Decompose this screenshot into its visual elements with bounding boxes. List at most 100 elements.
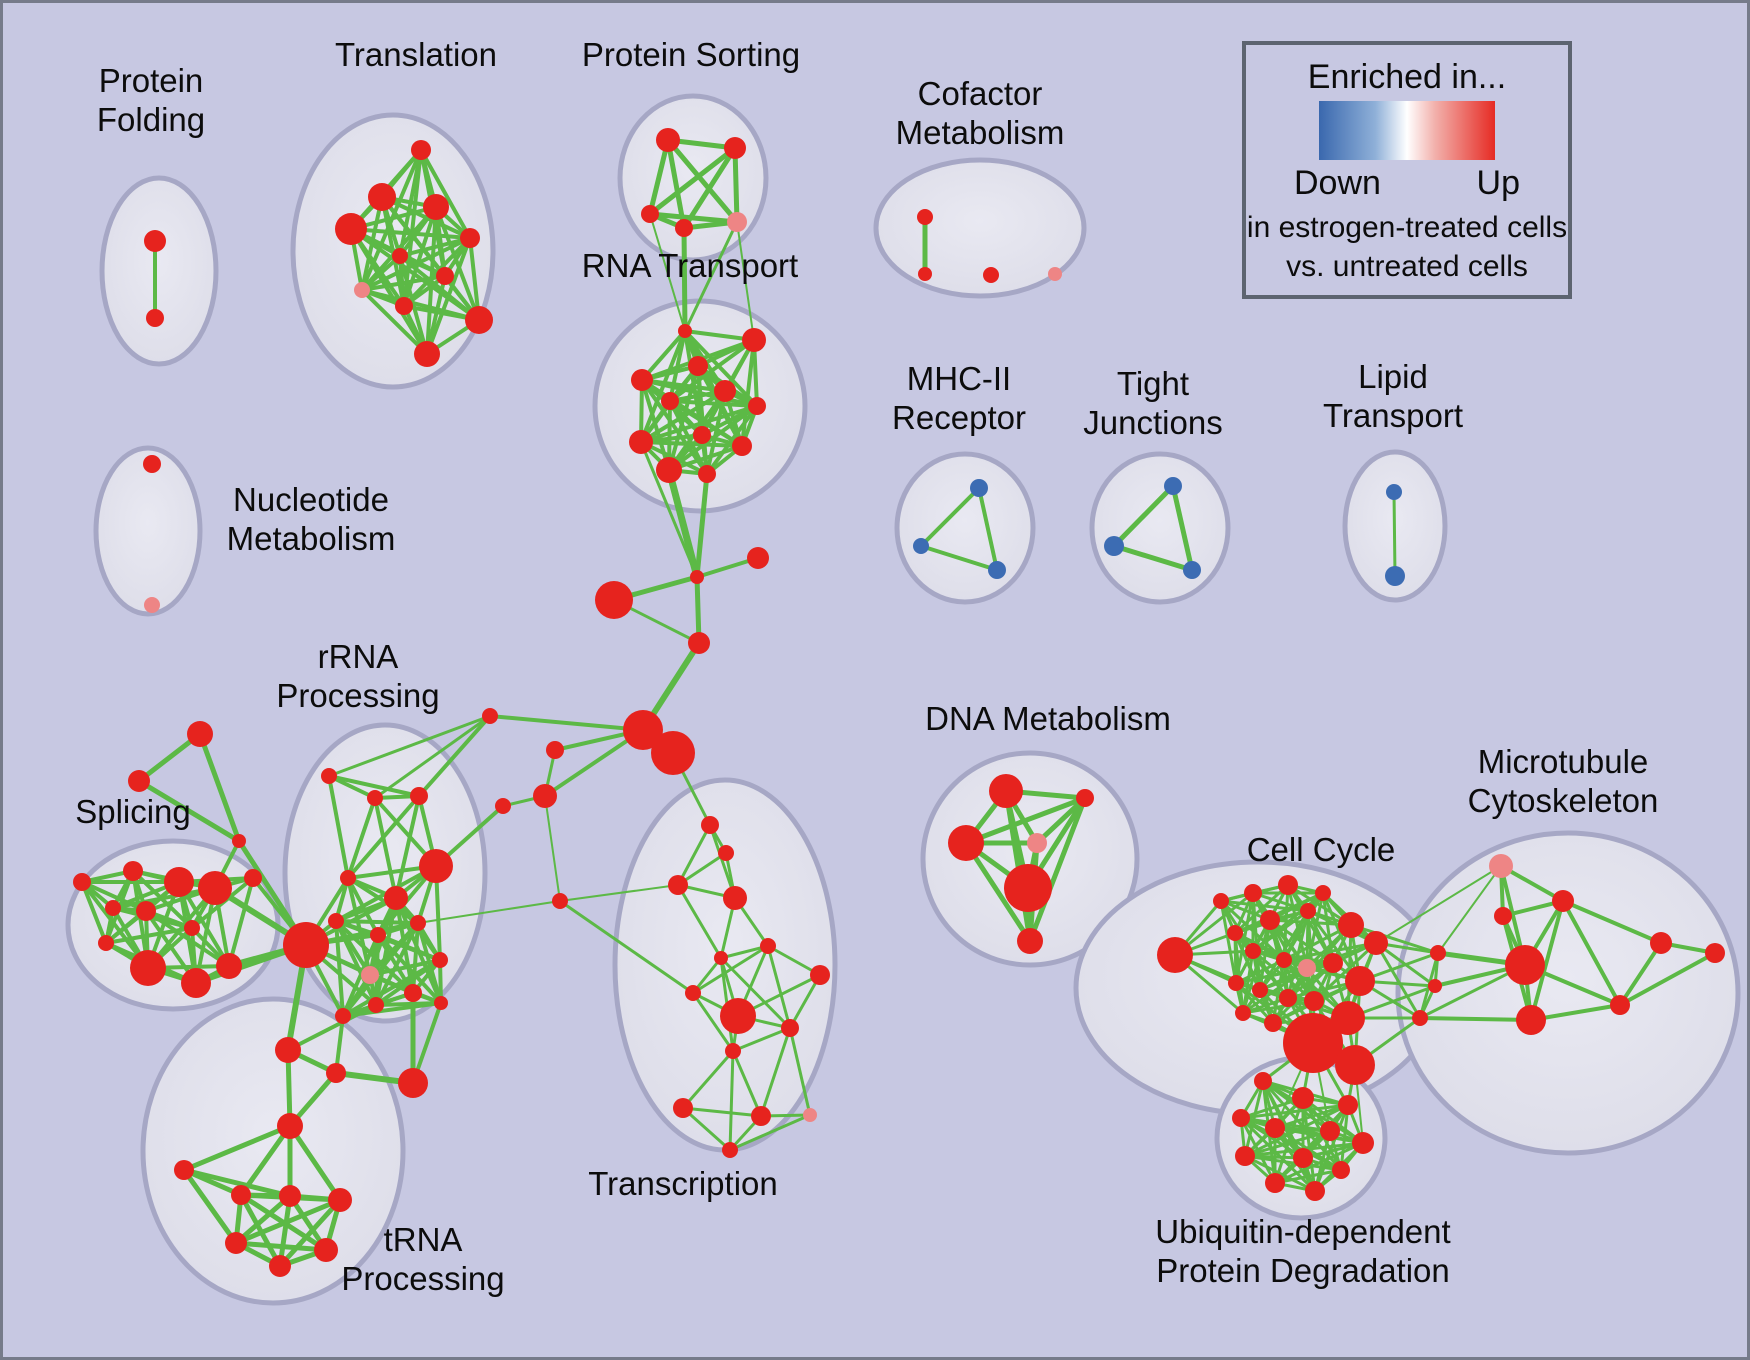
cofactor-metabolism-gene-set-node [917, 209, 933, 225]
tight-junctions-cluster-ellipse [1089, 451, 1231, 605]
translation-gene-set-node [354, 282, 370, 298]
dna-metabolism-gene-set-node [1076, 789, 1094, 807]
splicing-satellite-triangle-gene-set-node [187, 721, 213, 747]
trna-processing-gene-set-node [328, 1188, 352, 1212]
enrichment-edge [136, 778, 242, 844]
enrichment-edge [287, 1123, 343, 1203]
enrichment-edge [368, 958, 442, 977]
enrichment-edge [1251, 909, 1310, 953]
lipid-transport-cluster-label: Lipid Transport [1323, 358, 1463, 434]
rna-transport-gene-set-node [688, 356, 708, 376]
enrichment-edge [349, 227, 472, 240]
protein-sorting-gene-set-node [675, 219, 693, 237]
enrichment-edge [1111, 543, 1195, 573]
enrichment-edge [1239, 1103, 1350, 1120]
enrichment-edge [668, 399, 759, 408]
enrichment-edge [647, 137, 671, 217]
cell-cycle-gene-set-node [1304, 991, 1324, 1011]
enrichment-edge [233, 1193, 293, 1246]
translation-gene-set-node [436, 267, 454, 285]
enrichment-edge [694, 574, 702, 646]
cell-cycle-gene-set-node [1338, 912, 1364, 938]
enrichment-edge [417, 900, 561, 924]
legend-caption-line1: in estrogen-treated cells [1246, 211, 1568, 244]
enrichment-edge [411, 921, 420, 995]
rrna-processing-gene-set-node [419, 849, 453, 883]
enrichment-edge [665, 137, 740, 225]
rrna-processing-gene-set-node [367, 790, 383, 806]
enrichment-edge [488, 714, 645, 732]
dna-metabolism-gene-set-node [948, 825, 984, 861]
cell-cycle-gene-set-node [1430, 945, 1446, 961]
splicing-gene-set-node [216, 953, 242, 979]
transcription-gene-set-node [725, 1043, 741, 1059]
enrichment-edge [277, 1197, 343, 1269]
enrichment-edge [759, 1026, 792, 1118]
enrichment-edge [1258, 961, 1335, 992]
enrichment-edge [233, 1197, 343, 1246]
tight-junctions-gene-set-node [1183, 561, 1201, 579]
enrichment-edge [376, 933, 442, 962]
connectors-gene-set-node [398, 1068, 428, 1098]
cell-cycle-gene-set-node [1364, 931, 1388, 955]
cell-cycle-gene-set-node [1428, 979, 1442, 993]
enrichment-edge [919, 544, 999, 572]
transcription-gene-set-node [803, 1108, 817, 1122]
cell-cycle-gene-set-node [1228, 975, 1244, 991]
transcription-gene-set-node [720, 998, 756, 1034]
cell-cycle-gene-set-node [1331, 1001, 1365, 1035]
enrichment-edge [1241, 999, 1316, 1015]
enrichment-edge [373, 796, 398, 900]
enrichment-edge [683, 329, 759, 408]
cell-cycle-gene-set-node [1157, 937, 1193, 973]
enrichment-edge [1561, 899, 1663, 945]
connectors-gene-set-node [552, 893, 568, 909]
trna-processing-gene-set-node [279, 1185, 301, 1207]
connectors-gene-set-node [546, 741, 564, 759]
enrichment-edge [1234, 958, 1286, 985]
nucleotide-metabolism-gene-set-node [144, 597, 160, 613]
enrichment-edge [1618, 951, 1717, 1007]
transcription-gene-set-node [673, 1098, 693, 1118]
enrichment-edge [647, 211, 740, 225]
transcription-gene-set-node [714, 951, 728, 965]
enrichment-edge [919, 486, 981, 548]
protein-sorting-gene-set-node [656, 128, 680, 152]
microtubule-cytoskeleton-gene-set-node [1610, 995, 1630, 1015]
enrichment-edge [676, 883, 723, 960]
enrichment-edge [731, 1049, 763, 1118]
enrichment-edge [144, 909, 231, 968]
rna-transport-gene-set-node [631, 369, 653, 391]
rna-transport-gene-set-node [656, 457, 682, 483]
enrichment-edge [373, 714, 492, 800]
transcription-gene-set-node [751, 1106, 771, 1126]
trna-processing-gene-set-node [225, 1232, 247, 1254]
enrichment-edge [1243, 1154, 1343, 1172]
enrichment-edge [1239, 1116, 1277, 1185]
enrichment-edge [647, 145, 738, 217]
enrichment-edge [1233, 883, 1290, 935]
enrichment-edge [665, 137, 687, 231]
cell-cycle-gene-set-node [1245, 943, 1261, 959]
splicing-gene-set-node [123, 861, 143, 881]
rna-transport-gene-set-node [629, 430, 653, 454]
legend-down-label: Down [1294, 164, 1381, 202]
enrichment-edge [558, 899, 695, 995]
enrichment-edge [360, 254, 402, 292]
enrichment-edge [1437, 865, 1502, 954]
lipid-transport-gene-set-node [1385, 566, 1405, 586]
enrichment-edge [788, 1026, 812, 1117]
enrichment-edge [349, 227, 429, 356]
rna-transport-gene-set-node [698, 465, 716, 483]
enrichment-edge [327, 714, 492, 778]
transcription-gene-set-node [810, 965, 830, 985]
legend-up-label: Up [1476, 164, 1520, 202]
ubiquitin-degradation-gene-set-node [1235, 1146, 1255, 1166]
cell-cycle-gene-set-node [1227, 925, 1243, 941]
enrichment-edge [708, 823, 737, 900]
enrichment-edge [681, 145, 738, 231]
connectors-gene-set-node [595, 581, 633, 619]
mhc-ii-receptor-gene-set-node [913, 538, 929, 554]
rna-transport-gene-set-node [742, 328, 766, 352]
enrichment-edge [1313, 1103, 1350, 1193]
